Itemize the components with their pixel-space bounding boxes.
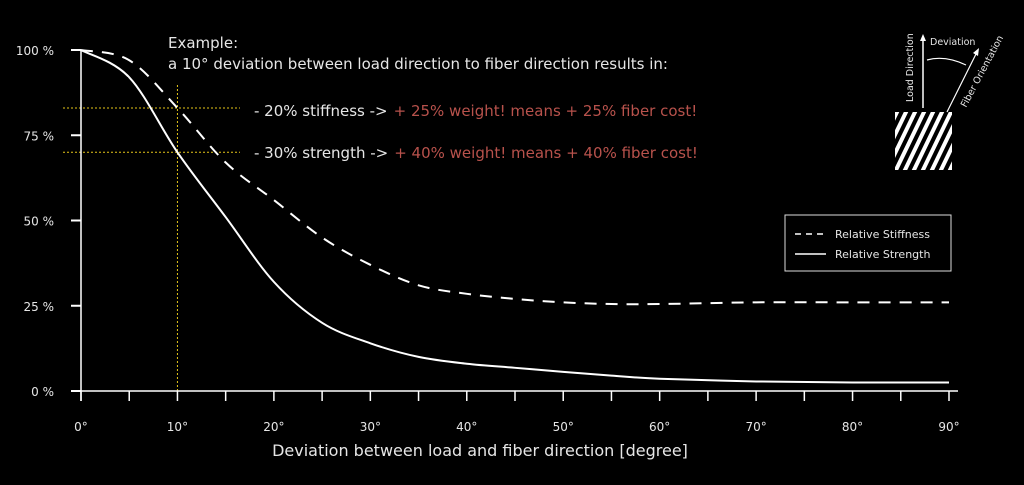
guide-lines bbox=[63, 85, 240, 391]
x-axis-label: Deviation between load and fiber directi… bbox=[272, 441, 688, 460]
label-load-direction: Load Direction bbox=[905, 33, 916, 102]
y-tick-label: 0 % bbox=[31, 385, 54, 399]
y-tick-label: 75 % bbox=[24, 129, 55, 143]
axes: 0° 10° 20° 30° 40° 50° 60° 70° 80° 90° 0 % 25 % 50 %… bbox=[16, 44, 960, 434]
hatch-line bbox=[902, 112, 936, 170]
hatch-line bbox=[911, 112, 945, 170]
x-tick-label: 40° bbox=[456, 420, 477, 434]
x-tick-label: 30° bbox=[360, 420, 381, 434]
stiffness-prefix: - 20% stiffness -> bbox=[254, 102, 388, 120]
x-tick-label: 80° bbox=[842, 420, 863, 434]
y-tick-label: 100 % bbox=[16, 44, 54, 58]
stiffness-result: + 25% weight! means + 25% fiber cost! bbox=[394, 102, 698, 120]
hatch-line bbox=[895, 112, 918, 158]
series-line-relative-strength bbox=[80, 49, 950, 384]
hatch-line bbox=[938, 142, 952, 170]
y-tick-label: 50 % bbox=[24, 215, 55, 229]
x-tick-label: 60° bbox=[649, 420, 670, 434]
annotation-strength: - 30% strength -> + 40% weight! means + 4… bbox=[254, 144, 698, 162]
fiber-hatch bbox=[859, 110, 988, 172]
legend-label-strength: Relative Strength bbox=[835, 248, 930, 261]
annotation-stiffness: - 20% stiffness -> + 25% weight! means + … bbox=[254, 102, 697, 120]
fiber-arrow-head bbox=[973, 48, 979, 56]
strength-prefix: - 30% strength -> bbox=[254, 144, 388, 162]
hatch-line bbox=[947, 161, 952, 170]
annotation: Example: a 10° deviation between load di… bbox=[168, 34, 698, 162]
series-line-relative-stiffness bbox=[80, 49, 949, 306]
strength-result: + 40% weight! means + 40% fiber cost! bbox=[394, 144, 698, 162]
x-tick-label: 20° bbox=[263, 420, 284, 434]
deviation-arc bbox=[926, 57, 967, 66]
label-deviation: Deviation bbox=[930, 37, 975, 48]
annotation-title: Example: bbox=[168, 34, 238, 52]
fiber-diagram: Load Direction Deviation Fiber Orientati… bbox=[859, 33, 1006, 172]
hatch-line bbox=[895, 112, 927, 170]
annotation-line1: a 10° deviation between load direction t… bbox=[168, 55, 668, 73]
load-arrow-head bbox=[920, 34, 926, 41]
legend-box bbox=[784, 214, 952, 272]
hatch-line bbox=[895, 112, 900, 121]
fiber-arrow bbox=[946, 53, 977, 113]
legend: Relative Stiffness Relative Strength bbox=[784, 214, 952, 272]
x-tick-label: 50° bbox=[553, 420, 574, 434]
y-tick-label: 25 % bbox=[24, 300, 55, 314]
x-tick-label: 0° bbox=[74, 420, 88, 434]
series-lines bbox=[80, 49, 950, 384]
x-tick-label: 70° bbox=[745, 420, 766, 434]
x-tick-label: 90° bbox=[938, 420, 959, 434]
x-tick-label: 10° bbox=[167, 420, 188, 434]
hatch-line bbox=[859, 110, 889, 172]
hatch-line bbox=[958, 110, 988, 172]
legend-label-stiffness: Relative Stiffness bbox=[835, 228, 930, 241]
hatch-line bbox=[929, 124, 952, 170]
hatch-line bbox=[895, 112, 909, 140]
hatch-line bbox=[920, 112, 952, 170]
